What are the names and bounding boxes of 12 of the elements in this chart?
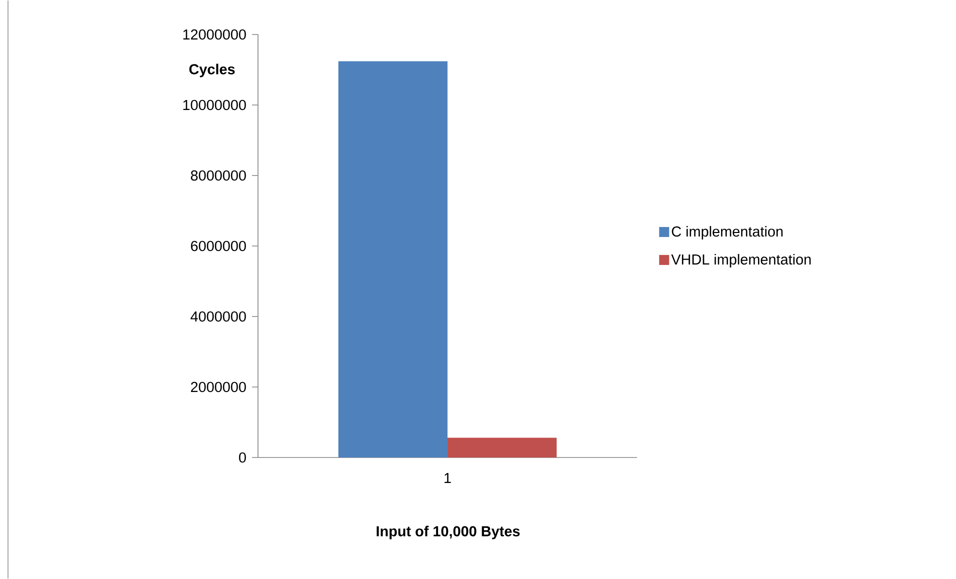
x-tick-label: 1 — [444, 473, 451, 483]
y-tick-label: 4000000 — [190, 311, 246, 322]
legend-label: VHDL implementation — [671, 254, 811, 268]
y-tick-label: 8000000 — [190, 170, 246, 181]
y-tick-label: 2000000 — [190, 382, 246, 392]
legend-label: C implementation — [672, 226, 783, 240]
x-axis-title: Input of 10,000 Bytes — [376, 526, 520, 540]
y-tick-label: 0 — [239, 452, 246, 463]
y-tick-label: 10000000 — [183, 100, 246, 110]
y-tick-label: 12000000 — [183, 29, 246, 40]
y-axis-title: Cycles — [189, 64, 235, 78]
y-tick-label: 6000000 — [190, 240, 246, 252]
